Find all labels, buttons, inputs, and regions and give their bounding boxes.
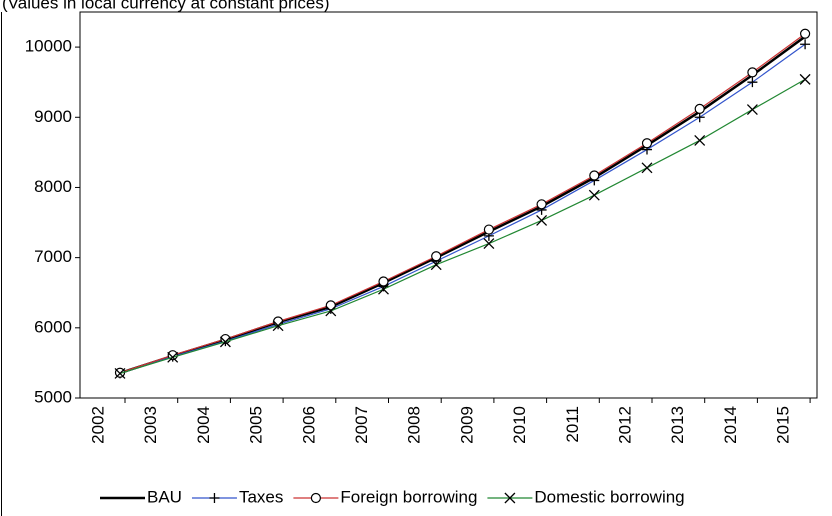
point-marker <box>641 162 653 174</box>
x-tick-label: 2015 <box>774 406 793 444</box>
x-tick-label: 2014 <box>721 406 740 444</box>
legend-marker <box>504 492 516 504</box>
series-line <box>119 33 806 374</box>
point-marker <box>536 214 548 226</box>
chart-title: (Values in local currency at constant pr… <box>2 0 330 12</box>
legend-marker <box>209 493 220 503</box>
point-marker <box>589 170 600 181</box>
x-tick-label: 2008 <box>405 406 424 444</box>
point-marker <box>378 283 389 295</box>
point-marker <box>114 367 126 379</box>
plot-frame <box>79 11 818 399</box>
series-line <box>119 35 806 375</box>
y-tick-label: 9000 <box>34 107 72 126</box>
point-marker <box>430 259 442 271</box>
point-marker <box>799 73 811 85</box>
y-tick-label: 8000 <box>34 177 72 196</box>
point-marker <box>272 320 284 332</box>
series-line <box>119 43 806 375</box>
series-line <box>119 78 806 375</box>
y-tick-label: 6000 <box>34 317 72 336</box>
y-tick-label: 7000 <box>34 247 72 266</box>
x-tick-label: 2009 <box>457 406 476 444</box>
x-tick-label: 2007 <box>352 406 371 444</box>
x-tick-label: 2010 <box>510 406 529 444</box>
legend-label: BAU <box>147 487 182 506</box>
x-tick-label: 2006 <box>299 406 318 444</box>
legend-label: Domestic borrowing <box>534 487 684 506</box>
x-tick-label: 2011 <box>563 406 582 443</box>
point-marker <box>694 103 705 114</box>
legend-label: Taxes <box>239 487 283 506</box>
point-marker <box>799 28 811 39</box>
x-tick-label: 2004 <box>194 406 213 444</box>
point-marker <box>378 276 389 287</box>
x-tick-label: 2005 <box>247 406 266 444</box>
x-tick-label: 2003 <box>141 406 160 444</box>
point-marker <box>219 336 231 348</box>
point-marker <box>747 67 758 78</box>
point-marker <box>536 199 547 210</box>
point-marker <box>167 351 179 363</box>
point-marker <box>325 300 336 311</box>
x-tick-label: 2002 <box>88 406 107 444</box>
point-marker <box>588 189 600 201</box>
point-marker <box>483 238 495 250</box>
point-marker <box>325 305 337 317</box>
point-marker <box>800 39 811 50</box>
point-marker <box>746 104 758 116</box>
legend-marker <box>310 492 321 504</box>
x-tick-label: 2013 <box>668 406 687 444</box>
point-marker <box>747 77 758 88</box>
y-tick-label: 5000 <box>34 387 72 406</box>
legend-label: Foreign borrowing <box>340 487 477 506</box>
point-marker <box>431 251 442 262</box>
point-marker <box>483 224 494 235</box>
x-tick-label: 2012 <box>615 406 634 444</box>
point-marker <box>641 138 653 149</box>
point-marker <box>694 134 706 146</box>
y-tick-label: 10000 <box>25 37 72 56</box>
